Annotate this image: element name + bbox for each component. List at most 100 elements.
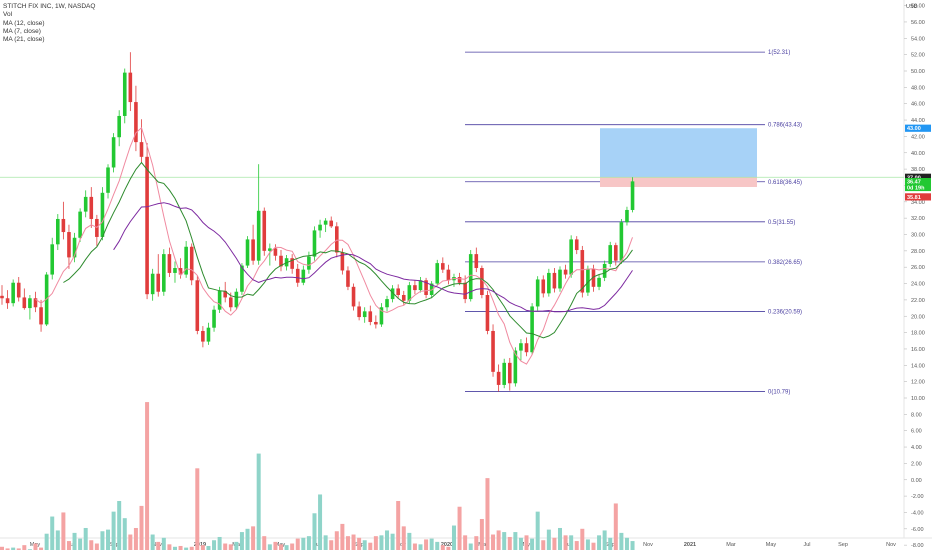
candle-body — [569, 239, 573, 275]
candle-body — [301, 269, 306, 283]
candle-body — [535, 279, 540, 307]
candle-body — [106, 167, 110, 193]
candle-body — [50, 244, 55, 275]
volume-bar — [351, 534, 356, 550]
volume-bar — [16, 548, 21, 550]
profit-target-zone[interactable] — [600, 128, 757, 178]
volume-bar — [89, 540, 94, 550]
price-tick-label: 26.00 — [911, 265, 925, 271]
volume-bar — [212, 540, 217, 550]
volume-bar — [279, 544, 283, 550]
volume-bar — [22, 545, 27, 550]
candle-body — [228, 297, 233, 308]
volume-bar — [552, 537, 557, 550]
volume-bar — [150, 534, 155, 550]
candle-body — [251, 239, 255, 261]
long-position-tool[interactable] — [600, 128, 757, 188]
volume-bar — [178, 545, 183, 550]
fibonacci-retracement[interactable]: 1(52.31) 0.786(43.43) 0.618(36.45) 0.5(31.5… — [465, 50, 802, 396]
volume-bar — [619, 532, 624, 550]
candle-body — [217, 290, 222, 310]
volume-bar — [580, 528, 585, 550]
volume-bar — [585, 539, 590, 550]
price-badge — [905, 193, 931, 201]
volume-bar — [306, 536, 311, 550]
volume-bar — [602, 530, 607, 550]
price-tick-label: 4.00 — [911, 445, 922, 451]
volume-bar — [513, 532, 518, 550]
time-tick-label: 2020 — [441, 542, 453, 548]
candle-body — [519, 343, 523, 351]
volume-bar — [234, 541, 239, 550]
ma12-label[interactable]: MA (12, close) — [3, 19, 45, 27]
volume-bar — [161, 537, 166, 550]
candle-body — [0, 295, 4, 299]
volume-bar — [94, 543, 99, 550]
candle-body — [496, 371, 501, 385]
price-tick-label: 48.00 — [911, 85, 925, 91]
fib-level-label: 1(52.31) — [768, 50, 790, 56]
volume-bar — [412, 543, 417, 550]
price-tick-label: 24.00 — [911, 282, 925, 288]
price-tick-label: 8.00 — [911, 412, 922, 418]
price-tick-label: 12.00 — [911, 380, 925, 386]
price-tick-label: 58.00 — [911, 4, 925, 10]
candle-body — [591, 268, 596, 287]
volume-bar — [541, 540, 546, 550]
candle-body — [351, 286, 356, 307]
candle-body — [61, 218, 66, 233]
candle-body — [268, 248, 272, 251]
candle-body — [245, 239, 250, 266]
price-tick-label: 10.00 — [911, 396, 925, 402]
candle-body — [491, 330, 495, 372]
volume-bar — [418, 544, 423, 550]
candle-body — [457, 277, 462, 283]
price-tick-label: 2.00 — [911, 461, 922, 467]
candle-body — [580, 250, 585, 293]
candle-body — [67, 232, 71, 258]
candle-body — [83, 196, 88, 212]
volume-bar — [362, 540, 367, 550]
candle-body — [189, 246, 194, 281]
volume-bar — [223, 543, 228, 550]
price-badge-label: 43.00 — [907, 126, 921, 132]
candle-body — [625, 209, 629, 223]
price-badge-label: 35.81 — [907, 195, 921, 201]
ma7-label[interactable]: MA (7, close) — [3, 27, 41, 35]
volume-bar — [200, 545, 205, 550]
candle-body — [574, 239, 579, 251]
vol-label: Vol — [3, 11, 13, 19]
candle-body — [480, 268, 484, 295]
price-axis-unit: USD — [906, 4, 918, 10]
price-tick-label: 22.00 — [911, 298, 925, 304]
candle-body — [256, 210, 261, 261]
time-tick-label: Nov — [396, 542, 406, 548]
volume-bars — [0, 402, 635, 550]
price-tick-label: 20.00 — [911, 314, 925, 320]
candle-body — [307, 256, 311, 270]
price-tick-label: 52.00 — [911, 53, 925, 59]
volume-bar — [33, 543, 38, 550]
candle-body — [513, 350, 518, 384]
candle-body — [407, 285, 412, 301]
stop-loss-zone[interactable] — [600, 177, 757, 188]
candle-body — [273, 248, 278, 256]
fib-level-label: 0(10.79) — [768, 390, 790, 396]
volume-bar — [468, 543, 473, 550]
ma21-label[interactable]: MA (21, close) — [3, 36, 45, 44]
candle-body — [608, 245, 613, 264]
price-tick-label: 46.00 — [911, 102, 925, 108]
candle-body — [139, 142, 144, 157]
candle-body — [401, 294, 406, 301]
candle-body — [335, 226, 339, 253]
time-tick-label: Jul — [67, 542, 74, 548]
volume-bar — [407, 532, 412, 550]
volume-bar — [66, 541, 71, 550]
volume-bar — [357, 537, 362, 550]
price-tick-label: 14.00 — [911, 363, 925, 369]
price-badge-label: 36.47 — [907, 180, 921, 186]
volume-bar — [518, 537, 523, 550]
candle-body — [150, 273, 155, 295]
price-tick-label: 18.00 — [911, 331, 925, 337]
